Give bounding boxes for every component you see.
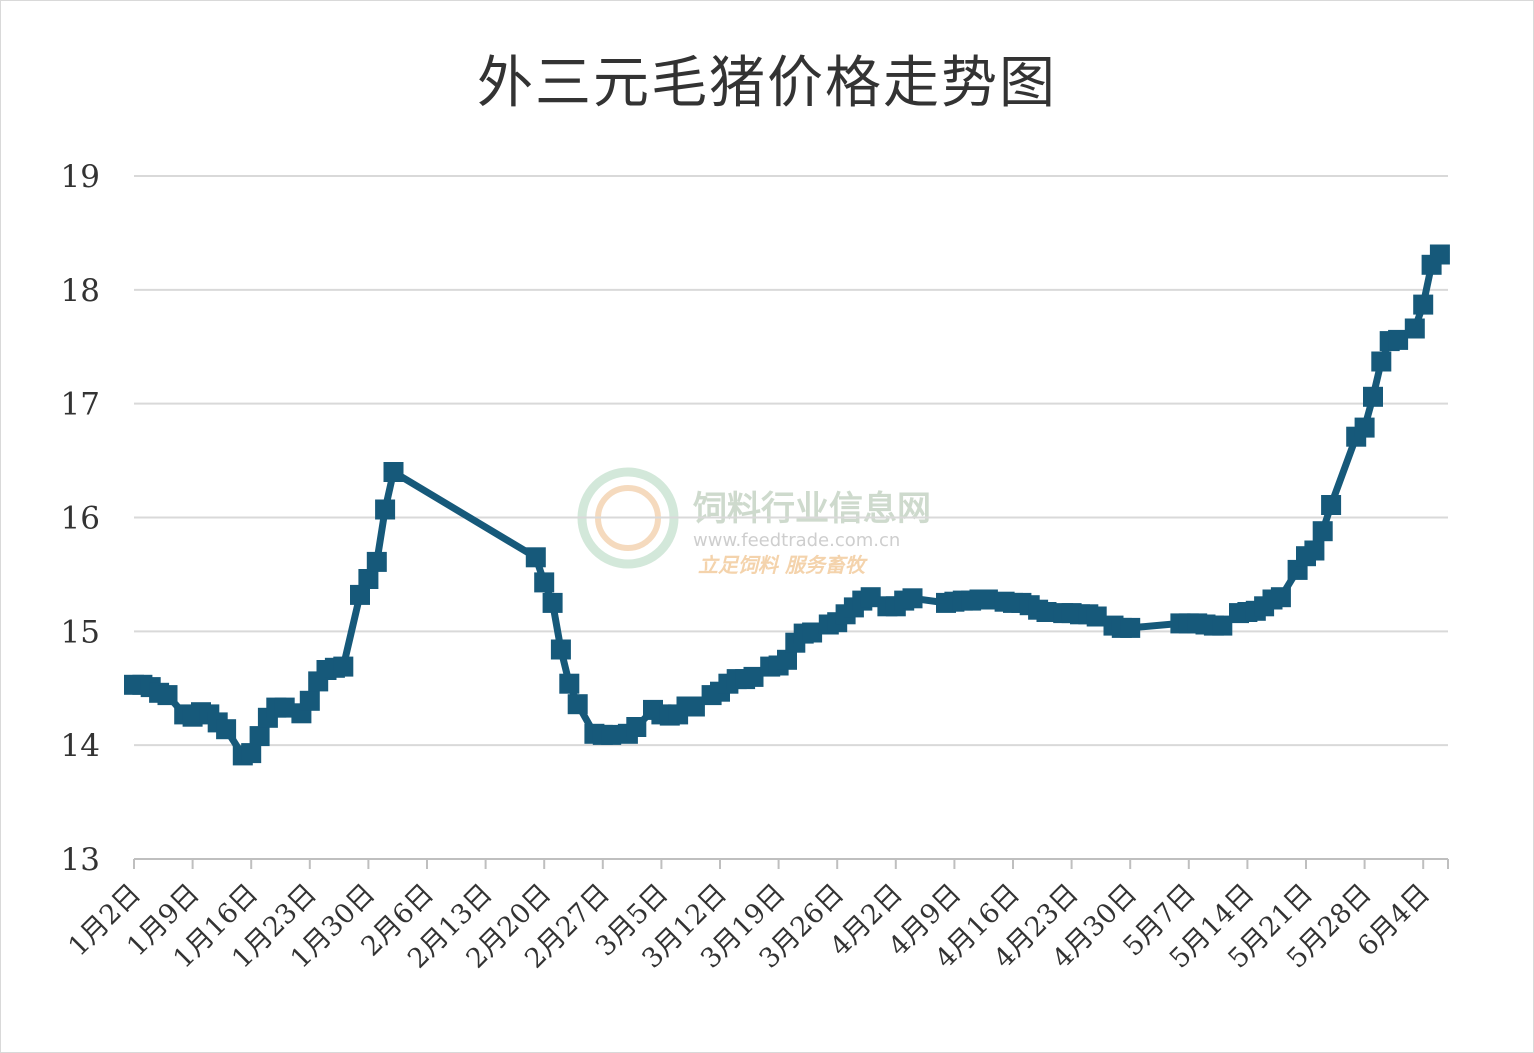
data-point-marker <box>743 666 764 687</box>
data-point-marker <box>1413 294 1434 315</box>
data-point-marker <box>358 569 379 589</box>
watermark: 饲料行业信息网 www.feedtrade.com.cn 立足饲料 服务畜牧 <box>577 467 931 577</box>
y-tick-label: 15 <box>61 614 100 650</box>
data-point-marker <box>1312 521 1333 542</box>
data-point-marker <box>1036 602 1057 622</box>
data-point-marker <box>1086 606 1107 627</box>
data-point-marker <box>1270 587 1291 608</box>
data-point-marker <box>534 572 555 593</box>
series-group <box>124 244 1450 766</box>
data-point-marker <box>902 588 923 609</box>
data-point-marker <box>542 592 563 613</box>
y-tick-label: 14 <box>61 728 100 764</box>
data-point-marker <box>777 649 797 670</box>
data-point-marker <box>274 697 295 718</box>
data-point-marker <box>977 589 998 610</box>
data-point-marker <box>567 694 588 715</box>
data-point-marker <box>249 726 270 747</box>
data-point-marker <box>1404 318 1425 339</box>
y-tick-label: 19 <box>61 159 100 195</box>
data-point-marker <box>157 685 178 706</box>
watermark-name: 饲料行业信息网 <box>693 489 931 529</box>
data-point-marker <box>550 639 571 660</box>
data-point-marker <box>333 656 354 677</box>
data-point-marker <box>601 724 622 745</box>
data-point-marker <box>383 462 404 482</box>
data-point-marker <box>1304 540 1325 561</box>
data-point-marker <box>375 499 396 520</box>
data-point-marker <box>1321 495 1342 515</box>
data-point-marker <box>1363 386 1383 407</box>
y-tick-label: 13 <box>61 842 100 878</box>
data-point-marker <box>1212 615 1233 636</box>
watermark-slogan: 立足饲料 服务畜牧 <box>698 553 868 577</box>
data-point-marker <box>216 719 237 740</box>
data-point-marker <box>626 717 647 737</box>
data-point-marker <box>299 690 320 711</box>
data-point-marker <box>1120 617 1141 638</box>
watermark-url: www.feedtrade.com.cn <box>693 530 900 551</box>
data-point-marker <box>802 622 823 643</box>
y-tick-label: 18 <box>61 273 100 309</box>
data-point-marker <box>350 584 370 605</box>
data-point-marker <box>241 743 262 764</box>
data-point-marker <box>684 696 705 717</box>
x-axis: 1月2日1月9日1月16日1月23日1月30日2月6日2月13日2月20日2月2… <box>63 858 1449 975</box>
data-point-marker <box>1429 244 1450 265</box>
data-point-marker <box>860 587 881 608</box>
data-point-marker <box>366 551 387 572</box>
y-tick-label: 16 <box>61 501 100 537</box>
y-tick-label: 17 <box>61 387 100 423</box>
y-axis: 13 14 15 16 17 18 19 <box>61 159 100 878</box>
data-point-marker <box>559 673 580 694</box>
data-point-marker <box>1354 417 1375 438</box>
data-point-marker <box>525 547 546 568</box>
data-point-marker <box>1388 329 1409 350</box>
data-point-marker <box>1371 351 1392 372</box>
chart-title: 外三元毛猪价格走势图 <box>477 51 1057 116</box>
